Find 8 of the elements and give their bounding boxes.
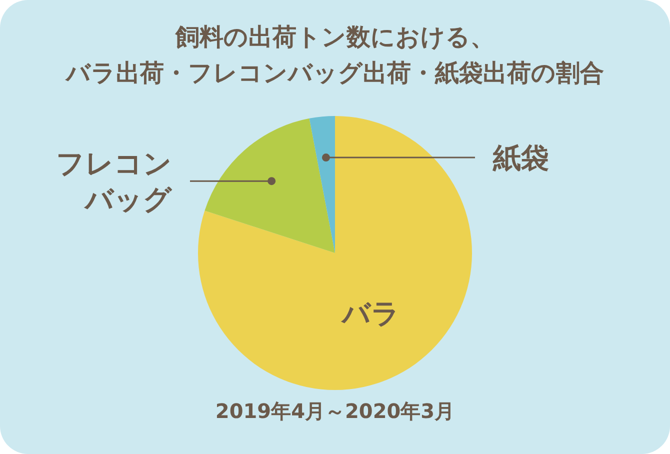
slice-label: バラ: [340, 296, 400, 330]
text: 2019年4月～2020年3月: [215, 399, 455, 423]
pie-slice: [204, 118, 335, 253]
pie-slice: [309, 116, 335, 253]
chart-title: 飼料の出荷トン数における、バラ出荷・フレコンバッグ出荷・紙袋出荷の割合: [64, 23, 604, 87]
slice-label: フレコンバッグ: [56, 146, 173, 216]
slice-label: 紙袋: [492, 141, 549, 174]
pie-slice: [198, 116, 472, 390]
